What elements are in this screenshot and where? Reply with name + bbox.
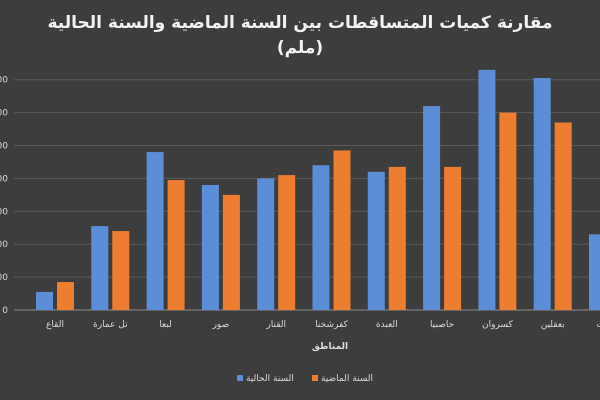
x-tick-label: بعقلين xyxy=(541,320,565,330)
x-tick-label: العبدة xyxy=(376,320,398,330)
bar-previous xyxy=(278,175,296,310)
bars xyxy=(36,69,600,311)
x-tick-label: تل عمارة xyxy=(93,320,128,330)
bar-previous xyxy=(333,150,351,310)
x-tick-label: لبعا xyxy=(159,320,172,330)
bar-current xyxy=(36,291,53,310)
legend-swatch xyxy=(237,375,243,381)
x-tick-label: كفرشخنا xyxy=(315,320,348,330)
x-tick-label: كسروان xyxy=(482,320,513,330)
x-axis-title: المناطق xyxy=(312,342,348,352)
legend-swatch xyxy=(312,375,318,381)
y-tick-label: 300 xyxy=(0,207,8,217)
y-tick-label: 400 xyxy=(0,174,8,184)
chart-title-line1: مقارنة كميات المتساقطات بين السنة الماضي… xyxy=(48,13,553,33)
grid-lines xyxy=(14,79,600,311)
x-axis-labels: القاع تل عمارة لبعا صور القنار كفرشخنا العبدة ح… xyxy=(46,320,600,330)
bar-previous xyxy=(499,112,517,310)
y-axis-ticks: 0 100 200 300 400 500 600 700 xyxy=(0,76,8,316)
bar-current xyxy=(589,234,600,310)
bar-current xyxy=(201,184,219,310)
bar-previous xyxy=(57,282,74,310)
bar-previous xyxy=(112,231,130,310)
bar-current xyxy=(91,226,109,310)
chart-title-line2: (ملم) xyxy=(277,38,323,58)
x-tick-label: القنار xyxy=(265,320,286,330)
bar-current xyxy=(257,178,275,310)
legend: السنة الحالية السنة الماضية xyxy=(237,374,373,384)
bar-previous xyxy=(222,194,240,310)
y-tick-label: 100 xyxy=(0,273,8,283)
y-tick-label: 700 xyxy=(0,76,8,86)
x-tick-label: صور xyxy=(212,320,230,330)
legend-label: السنة الماضية xyxy=(321,374,373,384)
bar-current xyxy=(146,152,164,310)
bar-current xyxy=(312,165,330,310)
bar-previous xyxy=(388,166,406,310)
bar-current xyxy=(367,171,385,310)
x-tick-label: حاصبيا xyxy=(430,320,454,330)
bar-current xyxy=(533,78,551,311)
legend-label: السنة الحالية xyxy=(246,374,294,384)
bar-current xyxy=(478,69,496,310)
bar-current xyxy=(423,106,441,311)
bar-previous xyxy=(444,166,462,310)
y-tick-label: 200 xyxy=(0,240,8,250)
x-tick-label: القاع xyxy=(46,320,64,330)
y-tick-label: 0 xyxy=(2,306,8,316)
y-tick-label: 500 xyxy=(0,142,8,152)
x-tick-label: بيروت xyxy=(596,320,600,330)
y-tick-label: 600 xyxy=(0,109,8,119)
bar-previous xyxy=(167,180,185,310)
bar-previous xyxy=(554,122,572,310)
